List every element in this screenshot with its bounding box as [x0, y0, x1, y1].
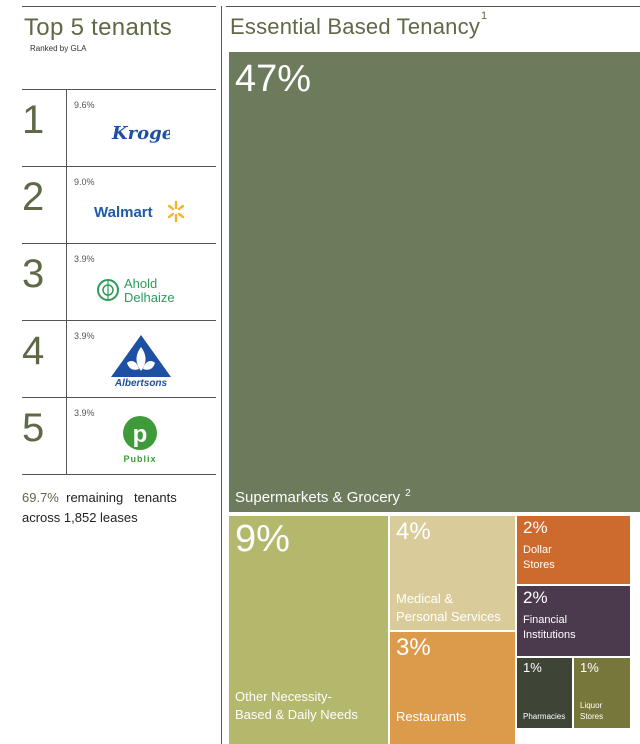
- row-divider: [22, 166, 216, 167]
- ahold-delhaize-logo-icon: Ahold Delhaize: [96, 274, 190, 313]
- tile-category-label: Medical & Personal Services: [396, 591, 501, 624]
- svg-text:Delhaize: Delhaize: [124, 290, 175, 305]
- tile-medical-personal-services: 4% Medical & Personal Services: [390, 516, 515, 630]
- remaining-tenants-note: 69.7% remaining tenants across 1,852 lea…: [22, 488, 202, 528]
- tile-value-label: 3%: [396, 634, 431, 661]
- tile-financial-institutions: 2% Financial Institutions: [517, 586, 630, 656]
- remaining-pct: 69.7%: [22, 490, 59, 505]
- tenant-rank: 3: [22, 252, 45, 296]
- tile-pharmacies: 1% Pharmacies: [517, 658, 572, 728]
- tile-value-label: 9%: [235, 518, 290, 560]
- tile-other-necessity-based-daily-needs: 9% Other Necessity- Based & Daily Needs: [229, 516, 388, 744]
- tenant-rank: 2: [22, 175, 45, 219]
- tenant-share: 3.9%: [74, 331, 95, 341]
- tenant-rank: 1: [22, 98, 45, 142]
- tile-value-label: 2%: [523, 518, 548, 537]
- row-divider: [22, 243, 216, 244]
- tile-dollar-stores: 2% Dollar Stores: [517, 516, 630, 584]
- tile-category-label: Other Necessity- Based & Daily Needs: [235, 689, 358, 722]
- tenant-share: 9.0%: [74, 177, 95, 187]
- page-title: Top 5 tenants: [24, 14, 173, 41]
- row-divider: [22, 474, 216, 475]
- svg-text:Kroger: Kroger: [111, 123, 170, 144]
- remaining-text: tenants: [134, 490, 177, 505]
- remaining-text: remaining: [66, 490, 124, 505]
- svg-text:Albertsons: Albertsons: [114, 378, 168, 389]
- tile-category-label: Financial Institutions: [523, 614, 576, 641]
- svg-text:Walmart: Walmart: [94, 204, 153, 221]
- tenant-rank: 4: [22, 329, 45, 373]
- albertsons-logo-icon: Albertsons: [105, 333, 177, 394]
- tile-category-label: Restaurants: [396, 709, 467, 724]
- tile-category-label: Liquor Stores: [580, 701, 604, 721]
- left-top-rule: [22, 6, 216, 7]
- tile-category-label: Pharmacies: [523, 712, 566, 721]
- footnote-marker: 2: [405, 488, 411, 499]
- tile-supermarkets-grocery: 47% Supermarkets & Grocery 2: [229, 52, 640, 512]
- svg-text:Publix: Publix: [123, 454, 156, 464]
- tile-value-label: 4%: [396, 518, 431, 545]
- kroger-logo-icon: Kroger: [110, 115, 184, 154]
- tile-liquor-stores: 1% Liquor Stores: [574, 658, 630, 728]
- tile-category-label: Supermarkets & Grocery 2: [235, 488, 411, 506]
- tile-value-label: 2%: [523, 588, 548, 607]
- row-divider: [22, 89, 216, 90]
- svg-text:p: p: [133, 421, 148, 448]
- tenant-share: 3.9%: [74, 408, 95, 418]
- tile-restaurants: 3% Restaurants: [390, 632, 515, 744]
- tenant-share: 9.6%: [74, 100, 95, 110]
- tenant-rank: 5: [22, 406, 45, 450]
- walmart-logo-icon: Walmart: [94, 198, 186, 231]
- page-subtitle: Ranked by GLA: [30, 44, 87, 53]
- chart-title: Essential Based Tenancy1: [230, 10, 488, 39]
- tile-value-label: 1%: [580, 660, 599, 675]
- tile-value-label: 47%: [235, 58, 312, 100]
- tile-category-label: Dollar Stores: [523, 544, 555, 571]
- right-top-rule: [226, 6, 640, 7]
- left-panel-divider: [221, 6, 222, 744]
- svg-text:Ahold: Ahold: [124, 276, 157, 291]
- row-divider: [22, 397, 216, 398]
- row-divider: [22, 320, 216, 321]
- tile-value-label: 1%: [523, 660, 542, 675]
- publix-logo-icon: p Publix: [118, 414, 164, 471]
- tenant-share: 3.9%: [74, 254, 95, 264]
- column-divider: [66, 89, 67, 474]
- remaining-leases: across 1,852 leases: [22, 510, 138, 525]
